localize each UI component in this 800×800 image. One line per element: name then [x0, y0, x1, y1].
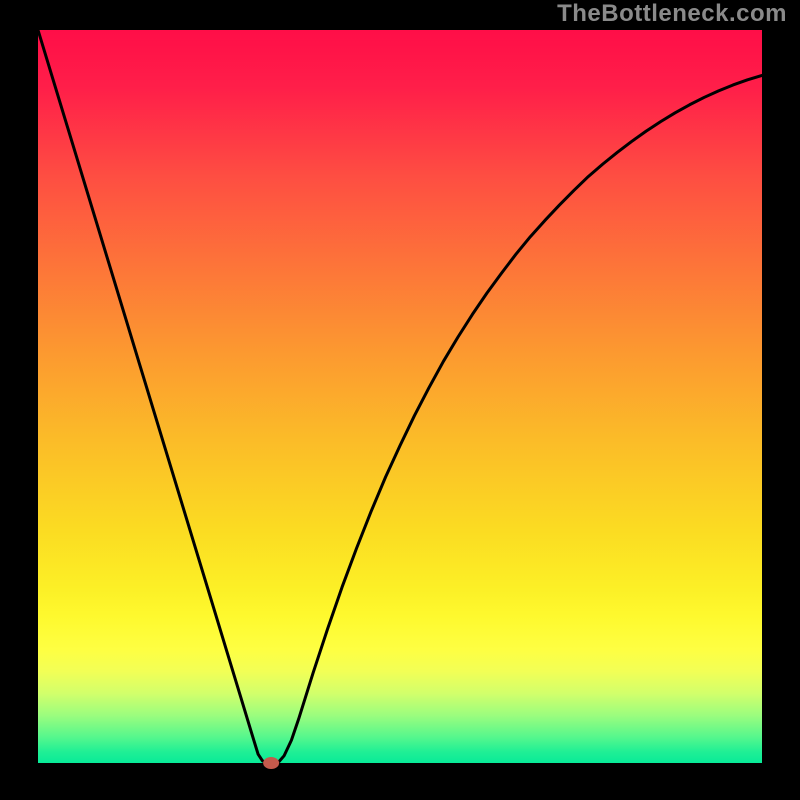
plot-area-gradient	[38, 30, 762, 763]
chart-stage: TheBottleneck.com	[0, 0, 800, 800]
bottleneck-chart	[0, 0, 800, 800]
optimal-point-marker	[263, 757, 279, 769]
